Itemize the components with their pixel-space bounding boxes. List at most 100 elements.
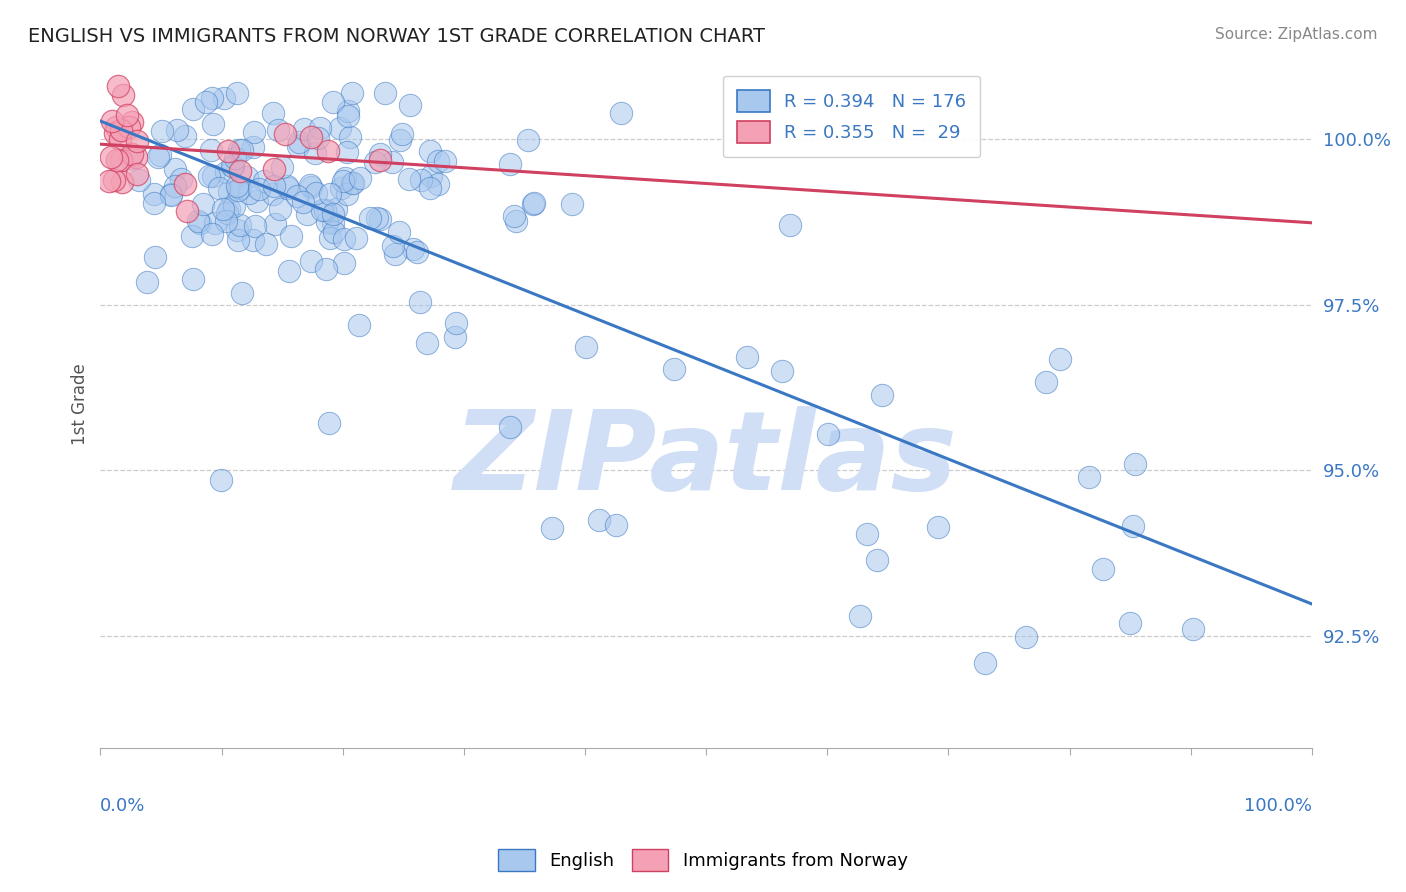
Point [176,204,198,219]
Point [1119,615,1142,630]
Point [387,225,409,239]
Point [866,553,889,567]
Point [363,154,385,169]
Point [107,79,129,94]
Point [120,151,142,165]
Point [217,145,239,159]
Text: ENGLISH VS IMMIGRANTS FROM NORWAY 1ST GRADE CORRELATION CHART: ENGLISH VS IMMIGRANTS FROM NORWAY 1ST GR… [28,27,765,45]
Point [212,91,235,105]
Point [388,133,411,147]
Point [315,214,337,228]
Point [770,364,793,378]
Point [188,216,211,230]
Point [100,150,122,164]
Point [817,427,839,442]
Point [333,256,356,270]
Point [231,286,253,301]
Point [118,120,141,135]
Point [231,143,253,157]
Text: 0.0%: 0.0% [100,797,146,814]
Point [218,185,240,199]
Point [269,202,291,216]
Point [245,219,267,233]
Point [319,187,342,202]
Point [779,218,801,232]
Point [104,120,127,134]
Point [1182,622,1205,636]
Point [181,272,204,286]
Point [609,106,631,120]
Point [181,102,204,116]
Point [254,237,277,252]
Point [398,172,420,186]
Point [368,153,391,167]
Point [110,153,132,167]
Point [174,177,197,191]
Legend: English, Immigrants from Norway: English, Immigrants from Norway [491,842,915,879]
Point [409,172,432,186]
Point [288,136,311,150]
Point [344,231,367,245]
Point [342,177,364,191]
Point [204,217,226,231]
Point [273,127,295,141]
Point [243,125,266,139]
Point [522,196,544,211]
Point [1015,630,1038,644]
Point [368,147,391,161]
Point [280,229,302,244]
Point [165,162,187,177]
Point [135,276,157,290]
Point [974,657,997,671]
Point [142,187,165,202]
Point [406,245,429,260]
Point [336,145,359,160]
Point [384,246,406,260]
Point [319,231,342,245]
Point [201,91,224,105]
Point [1092,562,1115,576]
Point [228,144,250,158]
Point [110,132,132,146]
Point [322,206,344,220]
Point [247,182,270,196]
Point [221,159,243,173]
Point [292,122,315,136]
Point [200,143,222,157]
Point [333,232,356,246]
Point [238,186,260,200]
Text: Source: ZipAtlas.com: Source: ZipAtlas.com [1215,27,1378,42]
Point [323,225,346,239]
Point [222,159,245,173]
Point [305,186,328,200]
Point [263,162,285,177]
Point [287,139,309,153]
Point [1123,458,1146,472]
Point [267,123,290,137]
Point [146,150,169,164]
Point [292,195,315,210]
Y-axis label: 1st Grade: 1st Grade [72,363,89,445]
Point [165,179,187,194]
Point [226,223,249,237]
Point [201,227,224,241]
Point [381,154,404,169]
Point [336,186,359,201]
Point [264,217,287,231]
Point [318,416,340,430]
Point [339,129,361,144]
Point [226,178,249,193]
Point [160,186,183,201]
Point [333,170,356,185]
Point [366,211,388,225]
Point [277,181,299,195]
Point [299,254,322,268]
Point [849,609,872,624]
Point [299,179,322,194]
Point [101,113,124,128]
Point [150,124,173,138]
Point [121,146,143,161]
Point [498,157,520,171]
Point [516,133,538,147]
Point [505,214,527,228]
